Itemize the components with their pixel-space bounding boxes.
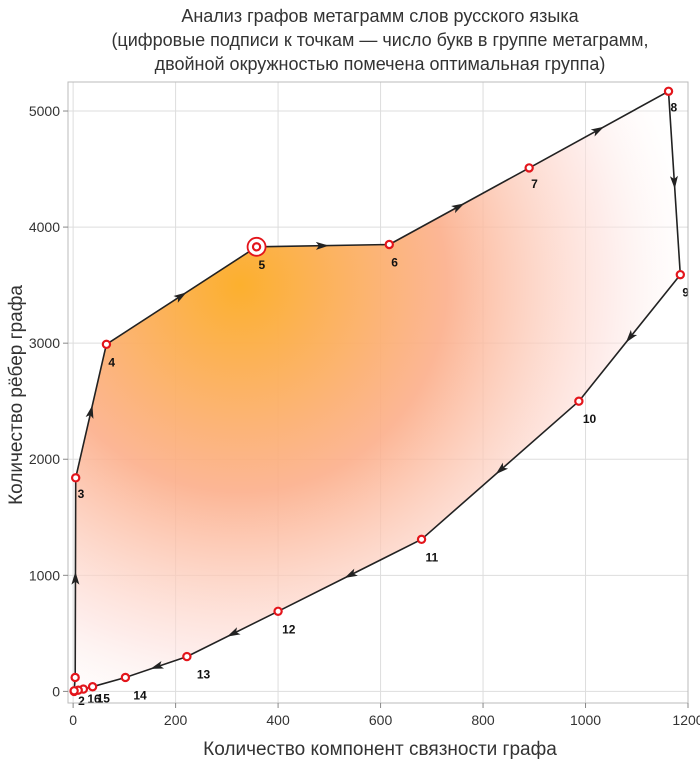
data-point (416, 534, 427, 545)
x-tick-label: 1000 (570, 712, 601, 728)
x-tick-label: 1200 (672, 712, 700, 728)
data-point (70, 672, 80, 683)
y-tick-label: 5000 (29, 103, 60, 119)
data-point (69, 686, 79, 696)
chart-title: Анализ графов метаграмм слов русского яз… (111, 6, 648, 74)
direction-arrow (344, 568, 358, 578)
point-label: 9 (682, 286, 689, 300)
direction-arrow (451, 203, 465, 214)
y-tick-label: 0 (52, 683, 60, 699)
direction-arrow (315, 241, 329, 250)
point-label: 14 (133, 688, 147, 702)
point-label: 7 (531, 177, 538, 191)
data-point (384, 239, 394, 250)
point-label: 8 (671, 100, 678, 114)
region-fill (74, 91, 681, 692)
x-tick-label: 200 (164, 712, 188, 728)
point-label: 5 (259, 258, 266, 272)
x-tick-label: 600 (369, 712, 393, 728)
direction-arrow (495, 462, 509, 475)
point-label: 3 (78, 487, 85, 501)
data-point (273, 606, 283, 617)
point-label: 16 (87, 692, 101, 706)
data-point (101, 339, 112, 350)
direction-arrow (71, 571, 80, 585)
x-axis-label: Количество компонент связности графа (203, 739, 557, 760)
direction-arrow (227, 627, 241, 637)
point-label: 13 (197, 668, 211, 682)
y-tick-label: 3000 (29, 335, 60, 351)
y-tick-label: 1000 (29, 567, 60, 583)
axes: 0 200 400 600 800 1000 1200 0 1000 2000 3000 4000 50… (29, 81, 700, 728)
y-axis-label: Количество рёбер графа (6, 285, 27, 505)
direction-arrow (85, 405, 94, 419)
data-point (574, 396, 584, 406)
x-tick-label: 400 (266, 712, 290, 728)
data-point (120, 672, 131, 683)
direction-arrow (150, 660, 165, 669)
point-label: 10 (583, 412, 597, 426)
plot-frame (67, 81, 689, 704)
title-line-2: (цифровые подписи к точкам — число букв … (111, 30, 648, 50)
point-label: 4 (108, 355, 115, 369)
y-tick-label: 4000 (29, 219, 60, 235)
title-line-1: Анализ графов метаграмм слов русского яз… (181, 6, 579, 26)
data-point (251, 242, 262, 252)
point-label: 15 (97, 692, 111, 706)
x-tick-label: 800 (471, 712, 495, 728)
direction-arrow (625, 329, 638, 343)
data-point (70, 473, 81, 483)
data-point (87, 682, 98, 692)
point-label: 11 (426, 550, 439, 564)
data-point (182, 651, 192, 662)
direction-arrow (590, 126, 605, 137)
point-label: 6 (391, 256, 398, 270)
title-line-3: двойной окружностью помечена оптимальная… (155, 54, 606, 74)
direction-arrow (669, 175, 678, 189)
data-point (524, 163, 534, 173)
data-point (675, 269, 686, 280)
point-label: 2 (78, 694, 85, 708)
x-tick-label: 0 (69, 712, 77, 728)
y-tick-label: 2000 (29, 451, 60, 467)
data-point (663, 86, 674, 96)
direction-arrow (173, 292, 187, 303)
point-label: 12 (282, 622, 296, 636)
